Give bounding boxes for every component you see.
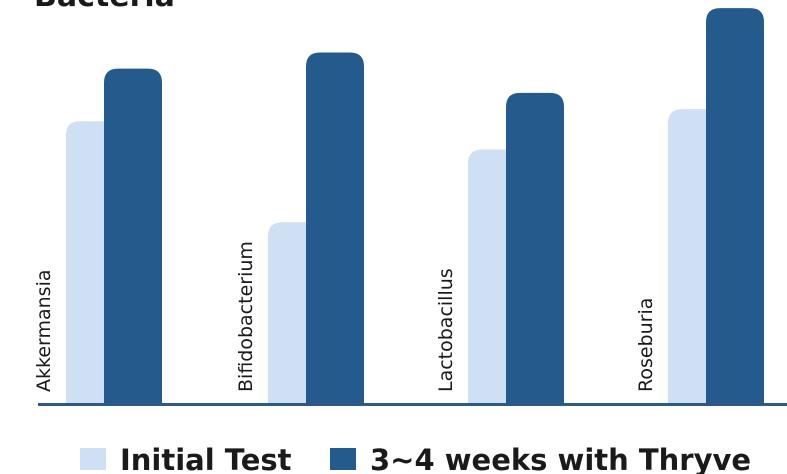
category-label-akkermansia: Akkermansia bbox=[33, 269, 55, 392]
chart-title: Bacteria bbox=[34, 0, 175, 14]
legend: Initial Test 3~4 weeks with Thryve bbox=[80, 443, 751, 474]
category-label-bifidobacterium: Bifidobacterium bbox=[235, 241, 257, 392]
legend-label-initial: Initial Test bbox=[120, 443, 292, 474]
bar-after-lactobacillus bbox=[506, 92, 564, 405]
legend-swatch-after bbox=[330, 448, 356, 470]
category-label-roseburia: Roseburia bbox=[635, 298, 657, 392]
bar-after-bifidobacterium bbox=[306, 52, 364, 405]
bars-group bbox=[66, 8, 764, 405]
category-labels: Akkermansia Bifidobacterium Lactobacillus R… bbox=[33, 241, 657, 392]
bar-after-roseburia bbox=[706, 8, 764, 405]
bar-after-akkermansia bbox=[104, 68, 162, 405]
legend-swatch-initial bbox=[80, 448, 106, 470]
category-label-lactobacillus: Lactobacillus bbox=[435, 268, 457, 392]
legend-label-after: 3~4 weeks with Thryve bbox=[370, 443, 751, 474]
